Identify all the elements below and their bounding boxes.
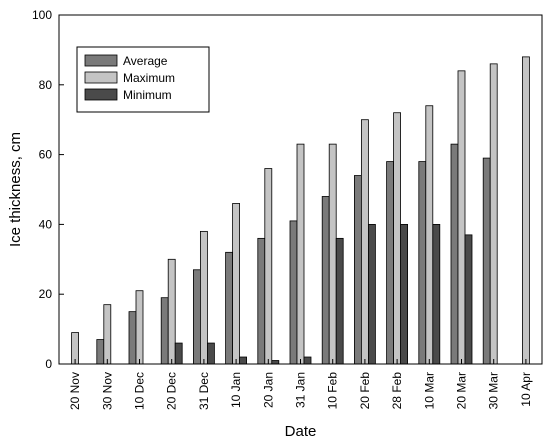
legend-label-minimum: Minimum: [123, 88, 172, 102]
legend: Average Maximum Minimum: [76, 46, 210, 113]
bar-maximum-1: [103, 304, 112, 365]
bar-average-6: [257, 237, 266, 365]
y-tick-label: 80: [39, 78, 53, 92]
bar-maximum-3: [167, 258, 176, 365]
x-axis-ticks: 20 Nov 30 Nov 10 Dec 20 Dec 31 Dec 10 Jan 20 J…: [68, 359, 533, 410]
legend-swatch-minimum: [84, 88, 118, 101]
bar-minimum-3: [174, 342, 183, 365]
y-tick-label: 40: [39, 217, 53, 231]
bar-minimum-9: [367, 223, 376, 365]
bar-average-11: [418, 161, 427, 365]
legend-label-average: Average: [123, 54, 168, 68]
x-tick-label: 10 Feb: [326, 372, 340, 410]
bar-minimum-8: [335, 237, 344, 365]
legend-swatch-average: [84, 54, 118, 67]
plot-area-frame: [58, 14, 543, 365]
x-tick-label: 10 Apr: [519, 372, 533, 407]
y-tick-label: 0: [45, 357, 52, 371]
bar-minimum-10: [400, 223, 409, 365]
bar-maximum-14: [522, 56, 530, 365]
bar-average-7: [289, 220, 298, 365]
y-tick-label: 100: [32, 8, 52, 22]
x-tick-label: 20 Dec: [165, 372, 179, 410]
bar-maximum-13: [489, 63, 498, 365]
bar-minimum-4: [206, 342, 215, 365]
bar-average-3: [160, 297, 169, 365]
x-tick-label: 20 Nov: [68, 372, 82, 410]
bar-average-1: [96, 339, 105, 365]
bar-average-4: [192, 269, 201, 365]
bar-average-9: [353, 175, 362, 365]
bar-maximum-12: [457, 70, 466, 365]
bar-maximum-2: [135, 290, 144, 365]
bar-average-2: [128, 311, 137, 365]
bar-minimum-11: [432, 223, 441, 365]
bar-minimum-6: [271, 360, 280, 365]
bar-average-8: [321, 196, 330, 365]
legend-label-maximum: Maximum: [123, 71, 175, 85]
x-tick-label: 30 Mar: [487, 372, 501, 409]
x-tick-label: 10 Mar: [422, 372, 436, 409]
bar-maximum-10: [393, 112, 402, 365]
bar-minimum-7: [303, 356, 312, 365]
x-tick-label: 31 Jan: [294, 372, 308, 408]
y-axis-ticks: 0 20 40 60 80 100: [32, 8, 64, 371]
x-tick-label: 31 Dec: [197, 372, 211, 410]
bar-average-12: [450, 143, 459, 365]
y-tick-label: 60: [39, 148, 53, 162]
bar-maximum-8: [328, 143, 337, 365]
x-tick-label: 20 Jan: [261, 372, 275, 408]
bar-maximum-9: [360, 119, 369, 365]
x-tick-label: 10 Dec: [133, 372, 147, 410]
bar-average-10: [386, 161, 395, 365]
bar-minimum-5: [239, 356, 248, 365]
bar-maximum-4: [199, 230, 208, 365]
y-axis-title: Ice thickness, cm: [7, 132, 24, 247]
legend-swatch-maximum: [84, 71, 118, 84]
x-tick-label: 20 Feb: [358, 372, 372, 410]
x-tick-label: 30 Nov: [100, 372, 114, 410]
bar-average-5: [225, 251, 234, 365]
x-axis-title: Date: [285, 423, 317, 440]
bar-average-13: [482, 157, 491, 365]
bar-maximum-7: [296, 143, 305, 365]
bar-minimum-12: [464, 234, 473, 365]
x-tick-label: 20 Mar: [455, 372, 469, 409]
y-tick-label: 20: [39, 287, 53, 301]
bar-maximum-11: [425, 105, 434, 365]
bar-group: [71, 56, 530, 365]
x-tick-label: 28 Feb: [390, 372, 404, 410]
bar-maximum-6: [264, 168, 273, 365]
x-tick-label: 10 Jan: [229, 372, 243, 408]
bar-maximum-5: [232, 203, 241, 365]
